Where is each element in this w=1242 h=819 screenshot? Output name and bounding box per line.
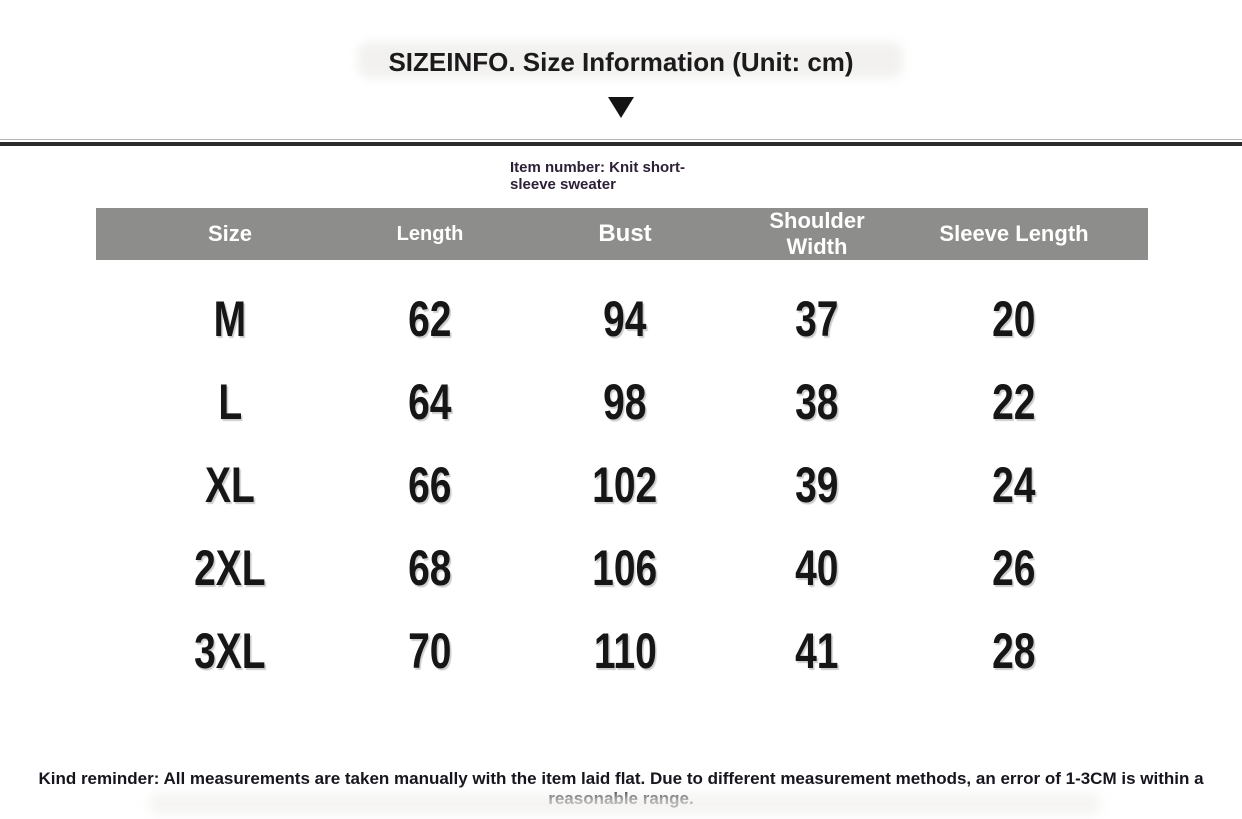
cell-shoulder: 40	[795, 539, 839, 596]
cell-shoulder: 38	[795, 373, 839, 430]
cell-size: 2XL	[194, 539, 266, 596]
title-highlight	[358, 42, 903, 78]
column-header-size: Size	[207, 221, 253, 246]
cell-size: 3XL	[194, 622, 266, 679]
cell-size: M	[213, 290, 247, 347]
cell-bust: 110	[593, 622, 657, 679]
cell-bust: 94	[603, 290, 647, 347]
column-header-sleeve-length: Sleeve Length	[939, 221, 1089, 246]
down-arrow-icon	[608, 97, 634, 118]
cell-shoulder: 39	[795, 456, 839, 513]
column-header-bust: Bust	[598, 220, 652, 247]
cell-sleeve: 22	[992, 373, 1036, 430]
size-table-body: M 62 94 37 20 L 64 98 38 22 XL 66 102 39…	[96, 277, 1148, 692]
table-row-3xl: 3XL 70 110 41 28	[96, 609, 1148, 692]
cell-shoulder: 37	[795, 290, 839, 347]
table-row-xl: XL 66 102 39 24	[96, 443, 1148, 526]
cell-sleeve: 24	[992, 456, 1036, 513]
column-header-shoulder-width: Shoulder Width	[769, 208, 865, 259]
page-title: SIZEINFO. Size Information (Unit: cm)	[388, 47, 854, 77]
cell-bust: 98	[603, 373, 647, 430]
table-row-l: L 64 98 38 22	[96, 360, 1148, 443]
column-header-length: Length	[396, 222, 464, 245]
cell-size: L	[218, 373, 242, 430]
cell-size: XL	[205, 456, 255, 513]
cell-shoulder: 41	[795, 622, 839, 679]
cell-sleeve: 28	[992, 622, 1036, 679]
cell-length: 64	[408, 373, 452, 430]
item-note-line1: Item number: Knit short-	[510, 159, 685, 176]
cell-bust: 106	[592, 539, 658, 596]
item-number-note: Item number: Knit short- sleeve sweater	[510, 159, 740, 193]
divider	[0, 142, 1242, 146]
size-table: Size Length Bust Shoulder Width Sleeve L…	[96, 208, 1148, 692]
item-note-line2: sleeve sweater	[510, 176, 616, 193]
table-row-2xl: 2XL 68 106 40 26	[96, 526, 1148, 609]
divider-light	[0, 139, 1242, 140]
bottom-smudge	[150, 794, 1100, 814]
cell-sleeve: 20	[992, 290, 1036, 347]
cell-bust: 102	[592, 456, 658, 513]
cell-length: 70	[408, 622, 452, 679]
cell-sleeve: 26	[992, 539, 1036, 596]
cell-length: 68	[408, 539, 452, 596]
cell-length: 66	[408, 456, 452, 513]
cell-length: 62	[408, 290, 452, 347]
table-row-m: M 62 94 37 20	[96, 277, 1148, 360]
size-table-header: Size Length Bust Shoulder Width Sleeve L…	[96, 208, 1148, 260]
